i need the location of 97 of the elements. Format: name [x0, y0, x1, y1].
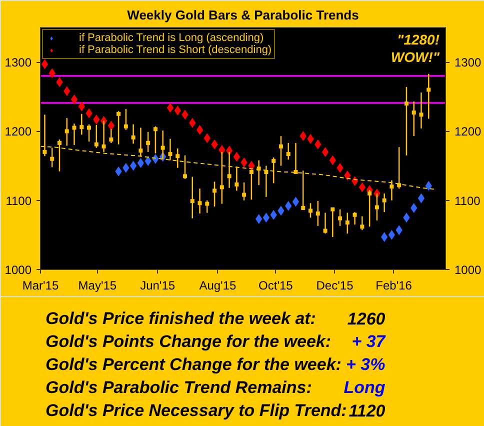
point: [220, 185, 224, 190]
point: [64, 129, 69, 134]
point: [412, 110, 416, 115]
point: [94, 142, 98, 146]
point: [316, 211, 320, 216]
point: [338, 216, 342, 220]
point: [278, 144, 283, 148]
point: [322, 146, 329, 157]
text: + 3%: [346, 355, 386, 374]
point: [116, 112, 121, 116]
point: [368, 191, 372, 196]
text: Gold's Percent Change for the week:: [46, 355, 342, 374]
point: [352, 212, 357, 217]
point: [233, 152, 240, 162]
point: [404, 102, 408, 106]
point: [87, 126, 92, 130]
y-tick-label: 1000: [4, 263, 32, 277]
point: [176, 154, 180, 158]
text: 1120: [348, 402, 386, 420]
point: [242, 192, 246, 197]
y2-tick-label: 1000: [454, 263, 482, 277]
point: [301, 206, 306, 210]
point: [388, 230, 396, 240]
point: [198, 201, 202, 206]
text: Gold's Points Change for the week:: [46, 332, 332, 351]
point: [323, 228, 328, 233]
y-tick-label: 1300: [4, 56, 32, 70]
point: [168, 152, 172, 156]
y2-tick-label: 1100: [454, 194, 481, 208]
point: [166, 102, 174, 113]
point: [153, 127, 158, 132]
x-tick-label: Aug'15: [199, 278, 237, 292]
point: [374, 205, 379, 210]
point: [50, 156, 54, 161]
legend-label: if Parabolic Trend is Short (descending): [79, 44, 272, 56]
point: [360, 224, 364, 229]
point: [345, 220, 350, 224]
x-tick-label: Dec'15: [316, 278, 354, 292]
point: [358, 182, 366, 192]
point: [234, 182, 239, 186]
point: [390, 184, 394, 189]
point: [382, 198, 386, 202]
point: [397, 183, 402, 188]
point: [146, 140, 150, 145]
point: [57, 140, 62, 145]
point: [308, 208, 312, 213]
point: [249, 170, 254, 174]
point: [130, 160, 137, 171]
y2-tick-label: 1200: [454, 124, 482, 139]
point: [256, 166, 261, 171]
point: [272, 158, 276, 163]
point: [262, 212, 270, 223]
x-tick-label: Oct'15: [258, 278, 294, 292]
point: [255, 214, 262, 224]
text: 1260: [347, 310, 386, 328]
point: [205, 202, 210, 206]
point: [418, 193, 425, 204]
y-tick-label: 1200: [4, 124, 32, 139]
point: [137, 158, 144, 168]
chart-title: Weekly Gold Bars & Parabolic Trends: [127, 8, 359, 22]
point: [380, 232, 388, 242]
point: [72, 126, 76, 130]
x-tick-label: May'15: [78, 278, 117, 292]
text: Gold's Price Necessary to Flip Trend:: [46, 401, 347, 420]
point: [41, 59, 48, 70]
point: [182, 174, 187, 178]
point: [42, 150, 47, 154]
legend-label: if Parabolic Trend is Long (ascending): [79, 32, 264, 44]
point: [131, 135, 136, 140]
point: [227, 174, 232, 178]
x-tick-label: Jun'15: [140, 278, 176, 292]
point: [212, 188, 217, 193]
point: [426, 88, 431, 92]
annotation: "1280! WOW!": [390, 32, 440, 66]
point: [138, 148, 143, 153]
point: [286, 152, 290, 156]
point: [190, 199, 194, 204]
text: Gold's Parabolic Trend Remains:: [46, 378, 312, 397]
point: [330, 207, 335, 212]
y-tick-label: 1100: [6, 194, 32, 208]
point: [264, 170, 268, 174]
point: [160, 146, 165, 150]
text: + 37: [352, 332, 387, 351]
point: [294, 170, 298, 174]
point: [419, 112, 424, 117]
x-tick-label: Feb'16: [376, 278, 412, 292]
point: [292, 196, 300, 207]
text: Long: [344, 378, 386, 397]
point: [196, 124, 204, 135]
point: [109, 138, 114, 142]
x-tick-label: Mar'15: [22, 278, 59, 292]
point: [80, 125, 84, 130]
text: Gold's Price finished the week at:: [46, 309, 316, 328]
point: [102, 144, 106, 148]
y2-tick-label: 1300: [454, 56, 482, 70]
point: [124, 124, 128, 128]
point: [70, 94, 78, 104]
